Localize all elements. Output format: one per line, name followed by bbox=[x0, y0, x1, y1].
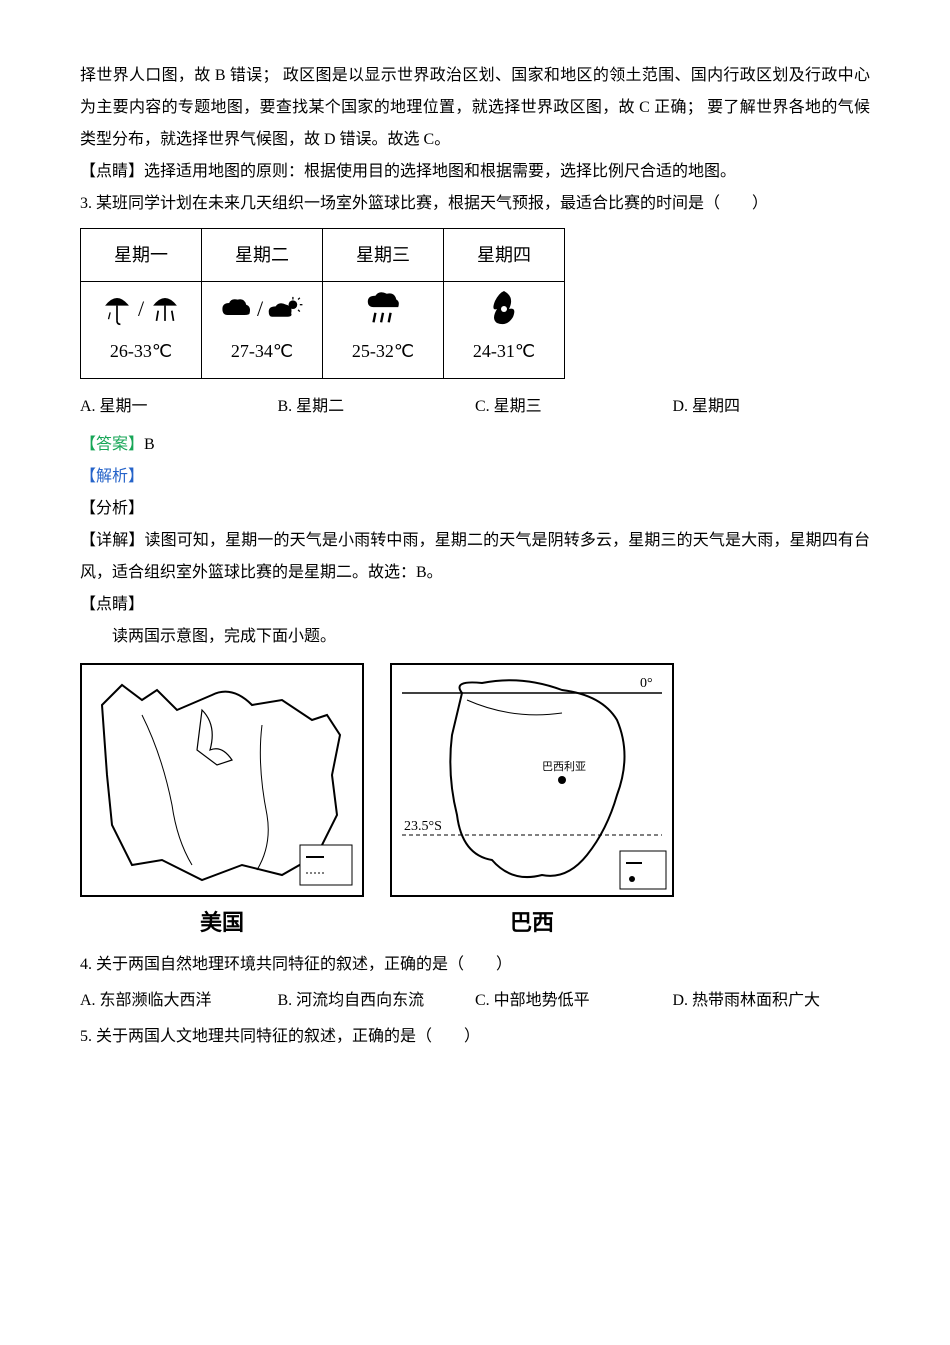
equator-label: 0° bbox=[640, 676, 653, 691]
q3-xiangjie: 【详解】读图可知，星期一的天气是小雨转中雨，星期二的天气是阴转多云，星期三的天气… bbox=[80, 525, 870, 589]
temp-wed: 25-32℃ bbox=[323, 333, 443, 369]
answer-value: B bbox=[144, 436, 155, 453]
option-a: A. 星期一 bbox=[80, 391, 278, 423]
tropic-label: 23.5°S bbox=[404, 819, 442, 834]
maps-row: 美国 0° 23.5°S 巴西利亚 巴西 bbox=[80, 663, 870, 945]
option-d: D. 星期四 bbox=[673, 391, 871, 423]
heavy-rain-icon bbox=[363, 290, 403, 328]
weather-cell-tue: / 27-34℃ bbox=[202, 282, 323, 379]
weather-header: 星期一 bbox=[81, 229, 202, 282]
q4-options: A. 东部濒临大西洋 B. 河流均自西向东流 C. 中部地势低平 D. 热带雨林… bbox=[80, 985, 870, 1017]
weather-header: 星期四 bbox=[444, 229, 565, 282]
brazil-map: 0° 23.5°S 巴西利亚 bbox=[390, 663, 674, 897]
weather-cell-mon: / 26-33℃ bbox=[81, 282, 202, 379]
weather-header: 星期三 bbox=[323, 229, 444, 282]
temp-tue: 27-34℃ bbox=[202, 333, 322, 369]
usa-label: 美国 bbox=[80, 901, 364, 945]
option-b: B. 星期二 bbox=[278, 391, 476, 423]
umbrella-light-rain-icon bbox=[100, 292, 134, 326]
temp-thu: 24-31℃ bbox=[444, 333, 564, 369]
weather-table: 星期一 星期二 星期三 星期四 / 26-33℃ bbox=[80, 228, 565, 379]
usa-map-wrap: 美国 bbox=[80, 663, 364, 945]
dianjing-label: 【点睛】 bbox=[80, 589, 870, 621]
weather-cell-thu: 24-31℃ bbox=[444, 282, 565, 379]
dianjing-1: 【点睛】选择适用地图的原则：根据使用目的选择地图和根据需要，选择比例尺合适的地图… bbox=[80, 156, 870, 188]
q3-stem: 3. 某班同学计划在未来几天组织一场室外篮球比赛，根据天气预报，最适合比赛的时间… bbox=[80, 188, 870, 220]
q3-answer: 【答案】B bbox=[80, 429, 870, 461]
intro-paragraph: 择世界人口图，故 B 错误； 政区图是以显示世界政治区划、国家和地区的领土范围、… bbox=[80, 60, 870, 156]
answer-label: 【答案】 bbox=[80, 436, 144, 453]
overcast-icon bbox=[219, 294, 253, 324]
svg-text:巴西利亚: 巴西利亚 bbox=[542, 760, 586, 773]
weather-cell-wed: 25-32℃ bbox=[323, 282, 444, 379]
jiexi-label: 【解析】 bbox=[80, 461, 870, 493]
q4-stem: 4. 关于两国自然地理环境共同特征的叙述，正确的是（ ） bbox=[80, 949, 870, 981]
table-row: 星期一 星期二 星期三 星期四 bbox=[81, 229, 565, 282]
option-b: B. 河流均自西向东流 bbox=[278, 985, 476, 1017]
typhoon-icon bbox=[489, 289, 519, 329]
fenxi-label: 【分析】 bbox=[80, 493, 870, 525]
group-stem: 读两国示意图，完成下面小题。 bbox=[80, 621, 870, 653]
usa-map bbox=[80, 663, 364, 897]
table-row: / 26-33℃ / bbox=[81, 282, 565, 379]
option-c: C. 中部地势低平 bbox=[475, 985, 673, 1017]
option-a: A. 东部濒临大西洋 bbox=[80, 985, 278, 1017]
option-d: D. 热带雨林面积广大 bbox=[673, 985, 871, 1017]
brazil-label: 巴西 bbox=[390, 901, 674, 945]
option-c: C. 星期三 bbox=[475, 391, 673, 423]
q5-stem: 5. 关于两国人文地理共同特征的叙述，正确的是（ ） bbox=[80, 1021, 870, 1053]
cloudy-sun-icon bbox=[267, 294, 305, 324]
weather-header: 星期二 bbox=[202, 229, 323, 282]
temp-mon: 26-33℃ bbox=[81, 333, 201, 369]
umbrella-rain-icon bbox=[148, 292, 182, 326]
q3-options: A. 星期一 B. 星期二 C. 星期三 D. 星期四 bbox=[80, 391, 870, 423]
brazil-map-wrap: 0° 23.5°S 巴西利亚 巴西 bbox=[390, 663, 674, 945]
